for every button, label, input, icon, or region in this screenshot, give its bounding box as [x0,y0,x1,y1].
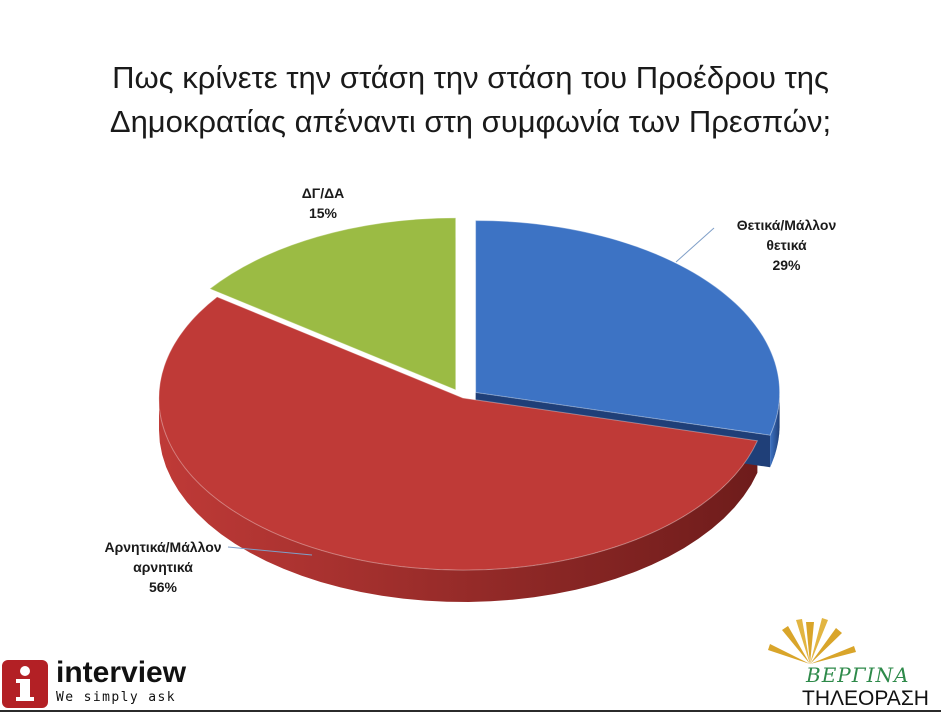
vergina-sun-icon [768,618,856,664]
leader-line-positive [675,227,715,263]
info-icon [2,660,48,708]
vergina-logo: ΒΕΡΓΙΝΑ ΤΗΛΕΟΡΑΣΗ [742,606,941,712]
slice-label-dk: ΔΓ/ΔΑ 15% [268,183,378,223]
pie-slice-0 [475,219,781,436]
slice-label-dk-line-1: ΔΓ/ΔΑ [301,185,345,201]
slice-label-negative: Αρνητικά/Μάλλον αρνητικά 56% [78,537,248,597]
slice-label-positive-line-1: Θετικά/Μάλλον [736,217,837,233]
footer-divider [0,710,941,712]
leader-line-negative [227,546,313,556]
interview-logo: interview We simply ask [2,656,202,710]
slice-label-negative-value: 56% [148,579,178,595]
slice-label-positive-line-2: θετικά [766,237,807,253]
pie-slice-2 [208,217,457,391]
slice-label-negative-line-2: αρνητικά [133,559,193,575]
slice-label-dk-value: 15% [308,205,338,221]
vergina-logo-name: ΒΕΡΓΙΝΑ [806,663,910,687]
chart-title-line-2: Δημοκρατίας απέναντι στη συμφωνία των Πρ… [109,104,832,139]
slice-label-positive-value: 29% [772,257,801,273]
pie-slice-1 [158,296,759,571]
interview-logo-tagline: We simply ask [56,690,176,705]
chart-title-line-1: Πως κρίνετε την στάση την στάση του Προέ… [112,60,829,95]
pie-slice-side-1 [159,398,758,602]
pie-slice-side-0 [770,392,780,468]
slice-label-negative-line-1: Αρνητικά/Μάλλον [104,539,222,555]
chart-title: Πως κρίνετε την στάση την στάση του Προέ… [0,56,941,144]
slice-label-positive: Θετικά/Μάλλον θετικά 29% [709,215,864,275]
interview-logo-name: interview [56,656,187,689]
vergina-logo-sub: ΤΗΛΕΟΡΑΣΗ [802,687,929,710]
